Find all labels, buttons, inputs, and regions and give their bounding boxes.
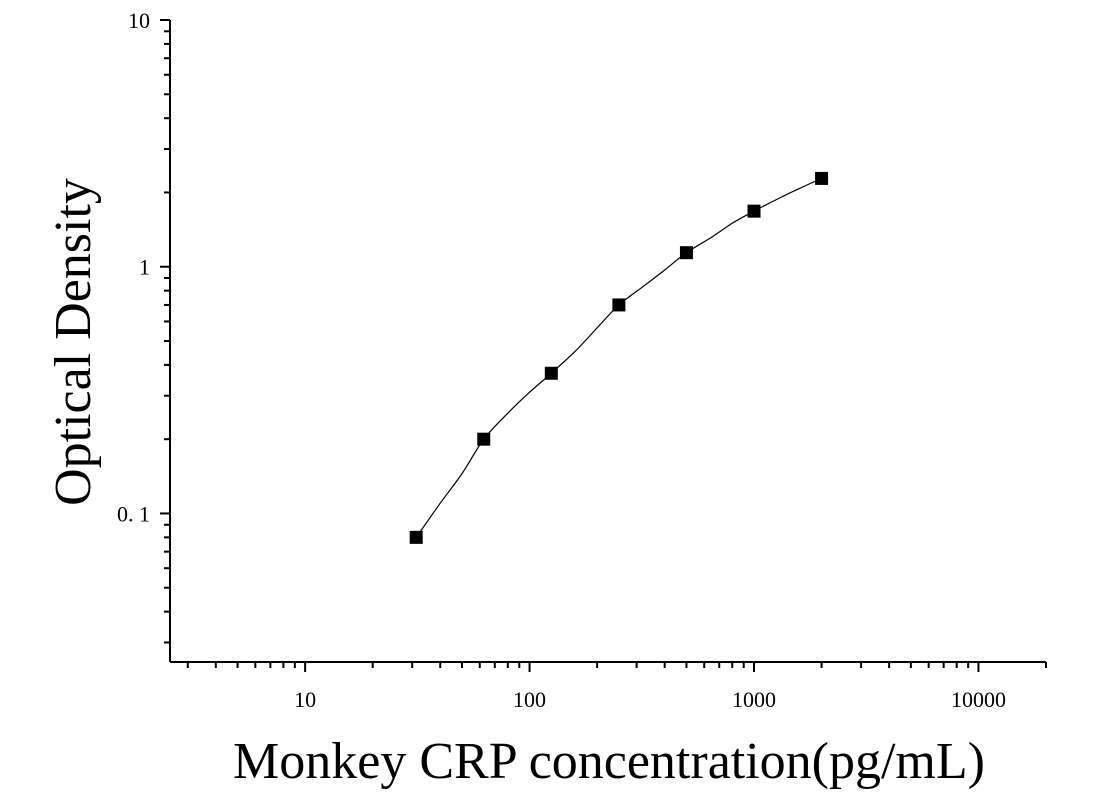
data-point: [747, 204, 761, 218]
x-tick-label: 100: [513, 687, 546, 712]
y-tick-label: 1: [139, 255, 150, 280]
data-point: [477, 432, 491, 446]
x-tick-label: 10: [294, 687, 316, 712]
axes: [169, 20, 1046, 663]
y-tick-label: 0. 1: [117, 501, 150, 526]
data-point: [409, 530, 423, 544]
x-tick-label: 1000: [732, 687, 776, 712]
data-point: [612, 298, 626, 312]
x-axis-title: Monkey CRP concentration(pg/mL): [233, 733, 985, 790]
y-axis-tick-labels: 0. 1 1 10: [117, 8, 150, 526]
x-tick-label: 10000: [951, 687, 1006, 712]
x-axis-ticks: [186, 662, 1047, 672]
data-point: [679, 246, 693, 260]
data-points: [409, 171, 829, 544]
y-axis-title: Optical Density: [45, 178, 102, 506]
data-point: [815, 171, 829, 185]
y-tick-label: 10: [128, 8, 150, 33]
fit-curve-line: [415, 177, 822, 538]
data-point: [544, 366, 558, 380]
x-axis-tick-labels: 10 100 1000 10000: [294, 687, 1006, 712]
y-axis-ticks: [160, 19, 170, 644]
